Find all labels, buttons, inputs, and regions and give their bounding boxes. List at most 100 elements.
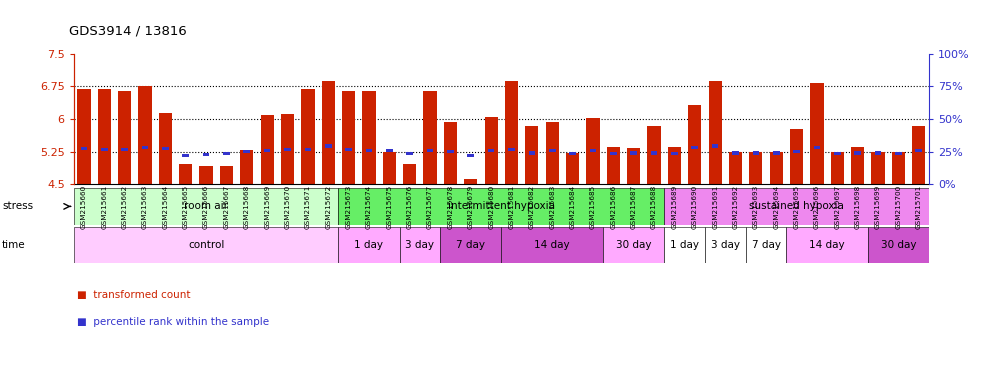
Bar <box>325 144 331 148</box>
Bar <box>604 227 665 263</box>
Bar <box>74 227 338 263</box>
Text: intermittent hypoxia: intermittent hypoxia <box>448 201 554 212</box>
Bar <box>284 148 291 151</box>
Text: GSM215668: GSM215668 <box>244 184 250 228</box>
Text: GSM215665: GSM215665 <box>183 184 189 228</box>
Bar <box>630 151 637 155</box>
Bar <box>753 151 759 155</box>
Bar <box>868 227 929 263</box>
Bar <box>712 144 719 148</box>
Bar <box>162 147 169 150</box>
Bar <box>386 149 392 152</box>
Text: GSM215672: GSM215672 <box>325 184 331 228</box>
Bar <box>610 152 616 156</box>
Bar <box>321 81 335 184</box>
Bar <box>363 91 376 184</box>
Text: GSM215686: GSM215686 <box>610 184 616 228</box>
Bar <box>586 118 600 184</box>
Bar <box>424 91 436 184</box>
Bar <box>240 151 254 184</box>
Text: GSM215690: GSM215690 <box>692 184 698 228</box>
Text: GSM215673: GSM215673 <box>346 184 352 228</box>
Text: ■  transformed count: ■ transformed count <box>77 290 190 300</box>
Bar <box>709 81 722 184</box>
Bar <box>834 152 840 156</box>
Text: GSM215701: GSM215701 <box>916 184 922 228</box>
Bar <box>440 227 501 263</box>
Text: GSM215671: GSM215671 <box>305 184 311 228</box>
Bar <box>529 151 535 155</box>
Text: GSM215675: GSM215675 <box>386 184 392 228</box>
Bar <box>786 227 868 263</box>
Text: GSM215680: GSM215680 <box>489 184 494 228</box>
Text: 14 day: 14 day <box>809 240 845 250</box>
Bar <box>223 152 230 156</box>
Bar <box>101 148 107 151</box>
Bar <box>301 89 315 184</box>
Bar <box>892 152 905 184</box>
Bar <box>81 147 87 150</box>
Text: GSM215664: GSM215664 <box>162 184 168 228</box>
Bar <box>627 148 640 184</box>
Bar <box>896 152 901 156</box>
Bar <box>871 152 885 184</box>
Text: GSM215660: GSM215660 <box>81 184 87 228</box>
Bar <box>667 147 681 184</box>
Text: sustained hypoxia: sustained hypoxia <box>749 201 844 212</box>
Text: GSM215676: GSM215676 <box>407 184 413 228</box>
Text: 3 day: 3 day <box>711 240 740 250</box>
Bar <box>501 227 604 263</box>
Bar <box>142 146 148 149</box>
Bar <box>202 153 209 156</box>
Bar <box>525 126 539 184</box>
Bar <box>263 149 270 152</box>
Bar <box>443 122 457 184</box>
Bar <box>505 81 518 184</box>
Bar <box>121 148 128 151</box>
Bar <box>338 227 399 263</box>
Bar <box>139 86 151 184</box>
Bar <box>508 148 515 151</box>
Text: GSM215679: GSM215679 <box>468 184 474 228</box>
Bar <box>179 164 193 184</box>
Bar <box>746 227 786 263</box>
Bar <box>406 152 413 156</box>
Bar <box>464 179 478 184</box>
Text: GSM215663: GSM215663 <box>142 184 148 228</box>
Text: GSM215678: GSM215678 <box>447 184 453 228</box>
Bar <box>875 151 882 155</box>
Bar <box>732 151 739 155</box>
Text: 30 day: 30 day <box>616 240 652 250</box>
Text: GDS3914 / 13816: GDS3914 / 13816 <box>69 25 187 38</box>
Bar <box>566 153 579 184</box>
Bar <box>793 150 800 153</box>
Bar <box>688 105 702 184</box>
Text: 1 day: 1 day <box>670 240 699 250</box>
Bar <box>854 151 861 155</box>
Text: control: control <box>188 240 224 250</box>
Bar <box>118 91 132 184</box>
Bar <box>382 152 396 184</box>
Text: stress: stress <box>2 201 33 212</box>
Text: GSM215700: GSM215700 <box>896 184 901 228</box>
Text: GSM215693: GSM215693 <box>753 184 759 228</box>
Bar <box>569 152 576 156</box>
Bar <box>728 152 742 184</box>
Text: 14 day: 14 day <box>535 240 570 250</box>
Text: GSM215696: GSM215696 <box>814 184 820 228</box>
Bar <box>281 114 294 184</box>
Bar <box>345 148 352 151</box>
Bar <box>665 188 929 225</box>
Text: GSM215683: GSM215683 <box>549 184 555 228</box>
Text: room air: room air <box>184 201 228 212</box>
Text: GSM215689: GSM215689 <box>671 184 677 228</box>
Bar <box>305 148 312 151</box>
Text: GSM215694: GSM215694 <box>774 184 780 228</box>
Bar <box>691 146 698 149</box>
Text: GSM215691: GSM215691 <box>712 184 719 228</box>
Bar <box>488 149 494 152</box>
Bar <box>790 129 803 184</box>
Text: GSM215699: GSM215699 <box>875 184 881 228</box>
Bar <box>773 151 780 155</box>
Bar <box>651 151 658 155</box>
